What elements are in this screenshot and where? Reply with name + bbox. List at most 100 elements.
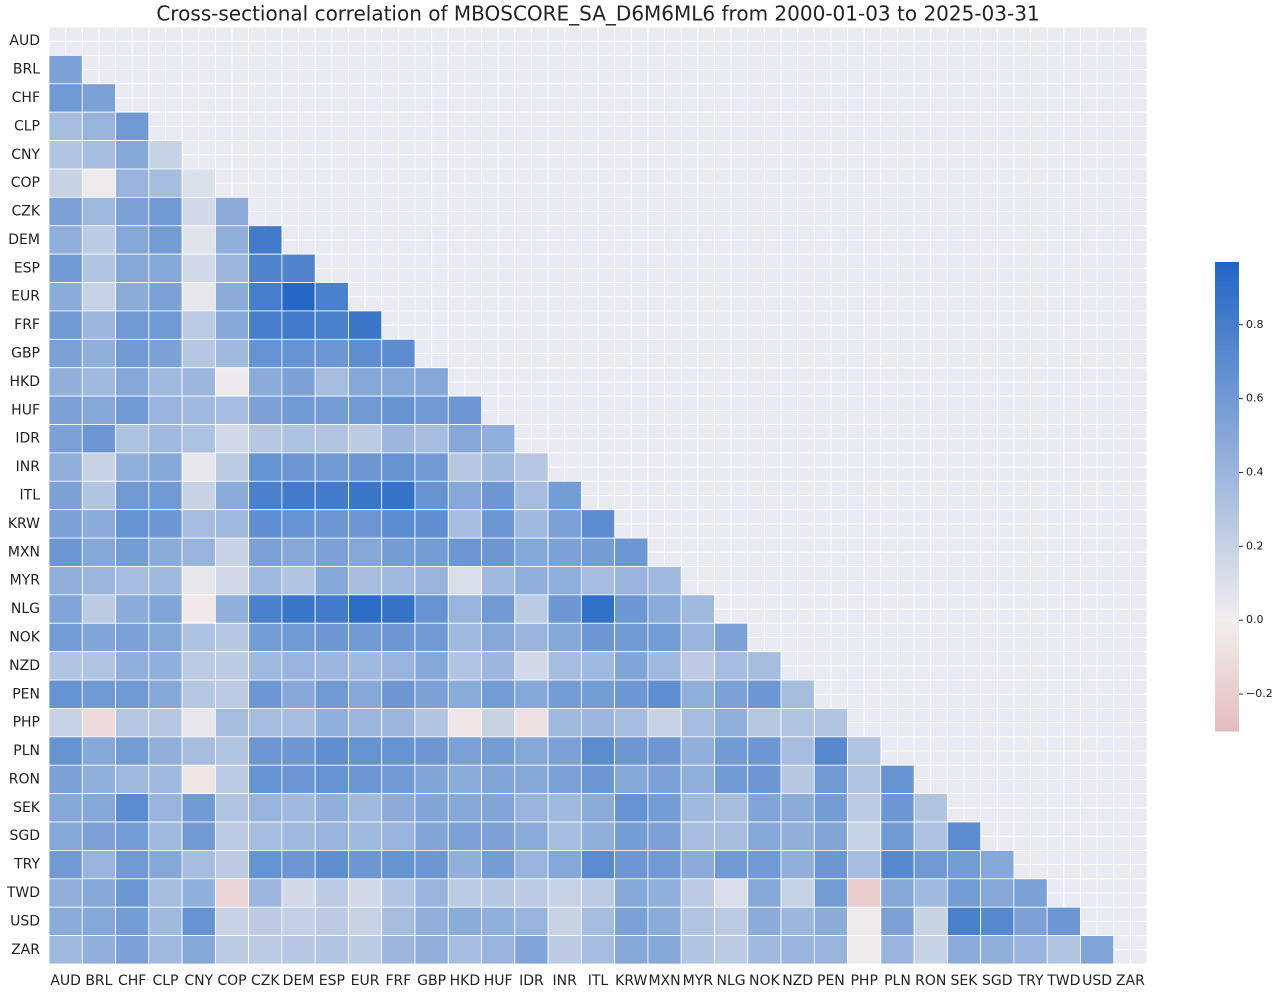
heatmap-cell [714,850,749,880]
heatmap-cell [281,736,316,766]
heatmap-cell [248,225,283,255]
colorbar-segment [1215,262,1239,265]
heatmap-cell [115,225,150,255]
heatmap-cell [181,764,216,795]
heatmap-cell [314,793,349,823]
heatmap-cell [348,651,383,681]
colorbar-segment [1215,461,1239,465]
heatmap-cell [248,282,283,312]
colorbar-segment [1215,322,1239,326]
heatmap-cell [447,452,482,482]
heatmap-cell [514,764,549,795]
heatmap-cell [580,708,616,738]
heatmap-cell [414,679,449,709]
colorbar-segment [1215,496,1239,500]
heatmap-cell [348,679,383,709]
heatmap-cell [115,196,150,227]
y-tick-label: PEN [12,686,40,702]
colorbar-segment [1215,536,1239,540]
heatmap-cell [414,622,449,653]
heatmap-cell [614,821,649,851]
heatmap-cell [547,935,582,965]
heatmap-cell [547,480,582,511]
heatmap-cell [281,793,316,823]
heatmap-cell [81,878,116,908]
heatmap-cell [647,736,682,766]
heatmap-cell [680,821,715,851]
heatmap-cell [747,850,782,880]
heatmap-cell [314,395,349,425]
colorbar-segment [1215,386,1239,390]
heatmap-cell [980,850,1015,880]
x-tick-label: ZAR [1116,973,1145,989]
colorbar-segment [1215,571,1239,575]
heatmap-cell [481,935,516,965]
heatmap-cell [181,566,216,596]
colorbar-segment [1215,512,1239,516]
x-tick-label: KRW [615,973,647,989]
colorbar-segment [1215,548,1239,552]
colorbar-segment [1215,501,1239,505]
heatmap-cell [214,480,250,511]
heatmap-cell [181,793,216,823]
y-tick-label: CZK [11,204,40,220]
heatmap-cell [48,736,83,766]
heatmap-cell [514,509,549,539]
x-tick-label: COP [217,973,246,989]
y-tick-label: PLN [13,743,40,759]
heatmap-cell [481,764,516,795]
heatmap-cell [880,821,915,851]
colorbar-segment [1215,719,1239,723]
y-tick-label: AUD [9,33,40,49]
colorbar-segment [1215,667,1239,671]
x-tick-label: BRL [85,973,112,989]
heatmap-cell [314,651,349,681]
x-tick-label: MYR [683,973,714,989]
colorbar-segment [1215,398,1239,401]
heatmap-cell [48,310,83,340]
heatmap-cell [813,793,848,823]
heatmap-cell [514,594,549,624]
x-tick-label: DEM [283,973,315,989]
colorbar-segment [1215,426,1239,430]
heatmap-cell [481,480,516,511]
heatmap-cell [813,906,848,937]
colorbar-segment [1215,266,1239,270]
heatmap-cell [348,537,383,567]
colorbar-segment [1215,534,1239,537]
heatmap-cell [348,338,383,369]
heatmap-cell [447,878,482,908]
colorbar-segment [1215,290,1239,294]
heatmap-cell [547,679,582,709]
colorbar-segment [1215,475,1239,479]
colorbar-tick-label: 0.6 [1246,392,1264,405]
heatmap-cell [1013,906,1048,937]
colorbar-segment [1215,301,1239,305]
heatmap-cell [148,935,183,965]
x-tick-label: HKD [450,973,481,989]
heatmap-cell [714,679,749,709]
heatmap-cell [647,594,682,624]
heatmap-cell [115,338,150,369]
heatmap-cell [614,736,649,766]
heatmap-cell [1013,878,1048,908]
heatmap-cell [81,850,116,880]
colorbar-segment [1215,529,1239,533]
heatmap-cell [314,509,349,539]
colorbar-segment [1215,557,1239,561]
x-tick-label: NOK [749,973,780,989]
x-tick-label: HUF [484,973,513,989]
heatmap-cell [115,935,150,965]
colorbar-segment [1215,702,1239,706]
heatmap-cell [115,509,150,539]
colorbar-segment [1215,285,1239,289]
colorbar-segment [1215,409,1239,413]
colorbar-segment [1215,651,1239,655]
heatmap-cell [813,708,848,738]
colorbar-segment [1215,372,1239,376]
heatmap-cell [115,282,150,312]
colorbar-segment [1215,611,1239,615]
y-tick-label: IDR [15,431,40,447]
colorbar-segment [1215,440,1239,444]
colorbar-segment [1215,585,1239,589]
